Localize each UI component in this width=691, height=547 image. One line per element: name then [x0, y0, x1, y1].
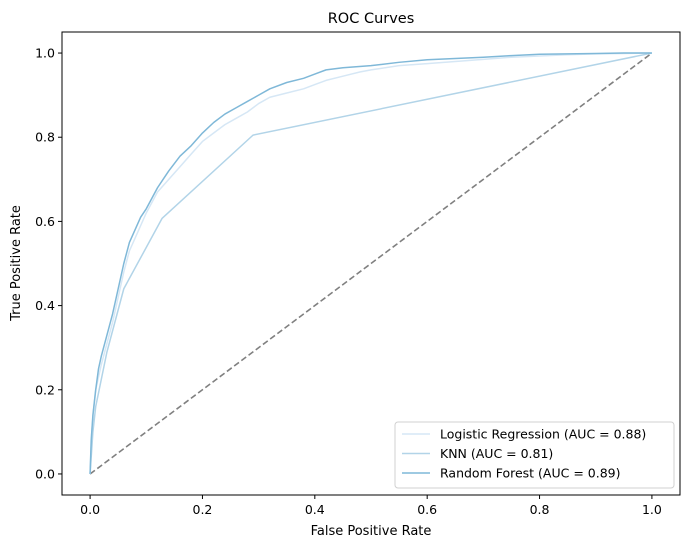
x-tick-label: 0.2: [193, 502, 213, 517]
plot-area: [89, 52, 653, 475]
y-axis-label: True Positive Rate: [9, 205, 24, 322]
x-axis-label: False Positive Rate: [311, 524, 432, 539]
series-line-1: [89, 52, 653, 474]
y-tick-label: 0.0: [35, 466, 55, 481]
axes-frame: [61, 31, 681, 496]
legend-entries: Logistic Regression (AUC = 0.88) KNN (AUC…: [402, 427, 646, 481]
legend-entry-label: Logistic Regression (AUC = 0.88): [440, 427, 646, 442]
y-tick-label: 0.2: [35, 382, 55, 397]
x-tick-label: 0.6: [417, 502, 437, 517]
legend-entry-label: Random Forest (AUC = 0.89): [440, 466, 621, 481]
legend-box: [394, 421, 675, 489]
series-line-0: [89, 52, 652, 474]
x-tick-label: 0.4: [305, 502, 325, 517]
x-tick-label: 1.0: [642, 502, 662, 517]
y-tick-label: 0.6: [35, 214, 55, 229]
x-tick-label: 0.0: [80, 502, 100, 517]
y-axis-ticks: 0.0 0.2 0.4 0.6 0.8 1.0: [35, 46, 62, 481]
x-tick-label: 0.8: [530, 502, 550, 517]
y-tick-label: 0.8: [35, 130, 55, 145]
legend-entry-label: KNN (AUC = 0.81): [440, 446, 553, 461]
y-tick-label: 0.4: [35, 298, 55, 313]
chart-title: ROC Curves: [328, 11, 415, 27]
x-axis-ticks: 0.0 0.2 0.4 0.6 0.8 1.0: [80, 495, 662, 517]
legend: Logistic Regression (AUC = 0.88) KNN (AUC…: [394, 421, 675, 489]
y-tick-label: 1.0: [35, 46, 55, 61]
series-line-2: [89, 52, 652, 474]
